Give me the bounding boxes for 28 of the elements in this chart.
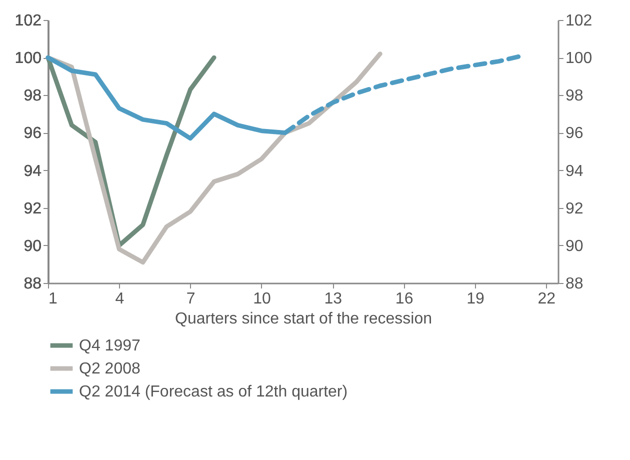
x-tick-label: 22 — [538, 290, 556, 308]
y2-tick-label: 96 — [566, 125, 584, 142]
y-tick-label: 94 — [24, 162, 42, 180]
y2-tick-label: 92 — [566, 200, 584, 218]
y-tick-label: 100 — [14, 50, 42, 68]
y-tick-label: 90 — [24, 238, 42, 255]
y2-tick-label: 102 — [566, 12, 592, 30]
x-tick-label: 4 — [115, 290, 124, 308]
x-tick-label: 19 — [466, 290, 484, 308]
y-tick-label: 96 — [24, 125, 42, 142]
y-tick-label: 88 — [24, 276, 42, 292]
y2-tick-label: 88 — [566, 276, 584, 292]
y2-tick-label: 98 — [566, 88, 584, 105]
x-axis-title: Quarters since start of the recession — [175, 310, 432, 328]
y2-tick-label: 94 — [566, 162, 584, 180]
legend-label: Q4 1997 — [79, 338, 140, 354]
x-tick-label: 10 — [253, 290, 271, 308]
x-tick-label: 16 — [395, 290, 414, 308]
x-tick-label: 1 — [48, 290, 58, 308]
x-tick-label: 13 — [324, 290, 342, 308]
y-tick-label: 98 — [24, 88, 42, 105]
y2-tick-label: 100 — [566, 50, 592, 68]
legend-label: Q2 2008 — [79, 360, 140, 378]
y2-tick-label: 90 — [566, 238, 584, 255]
legend-label: Q2 2014 (Forecast as of 12th quarter) — [79, 384, 348, 400]
x-tick-label: 7 — [186, 290, 196, 308]
y-tick-label: 102 — [14, 12, 42, 30]
y-tick-label: 92 — [24, 200, 42, 218]
